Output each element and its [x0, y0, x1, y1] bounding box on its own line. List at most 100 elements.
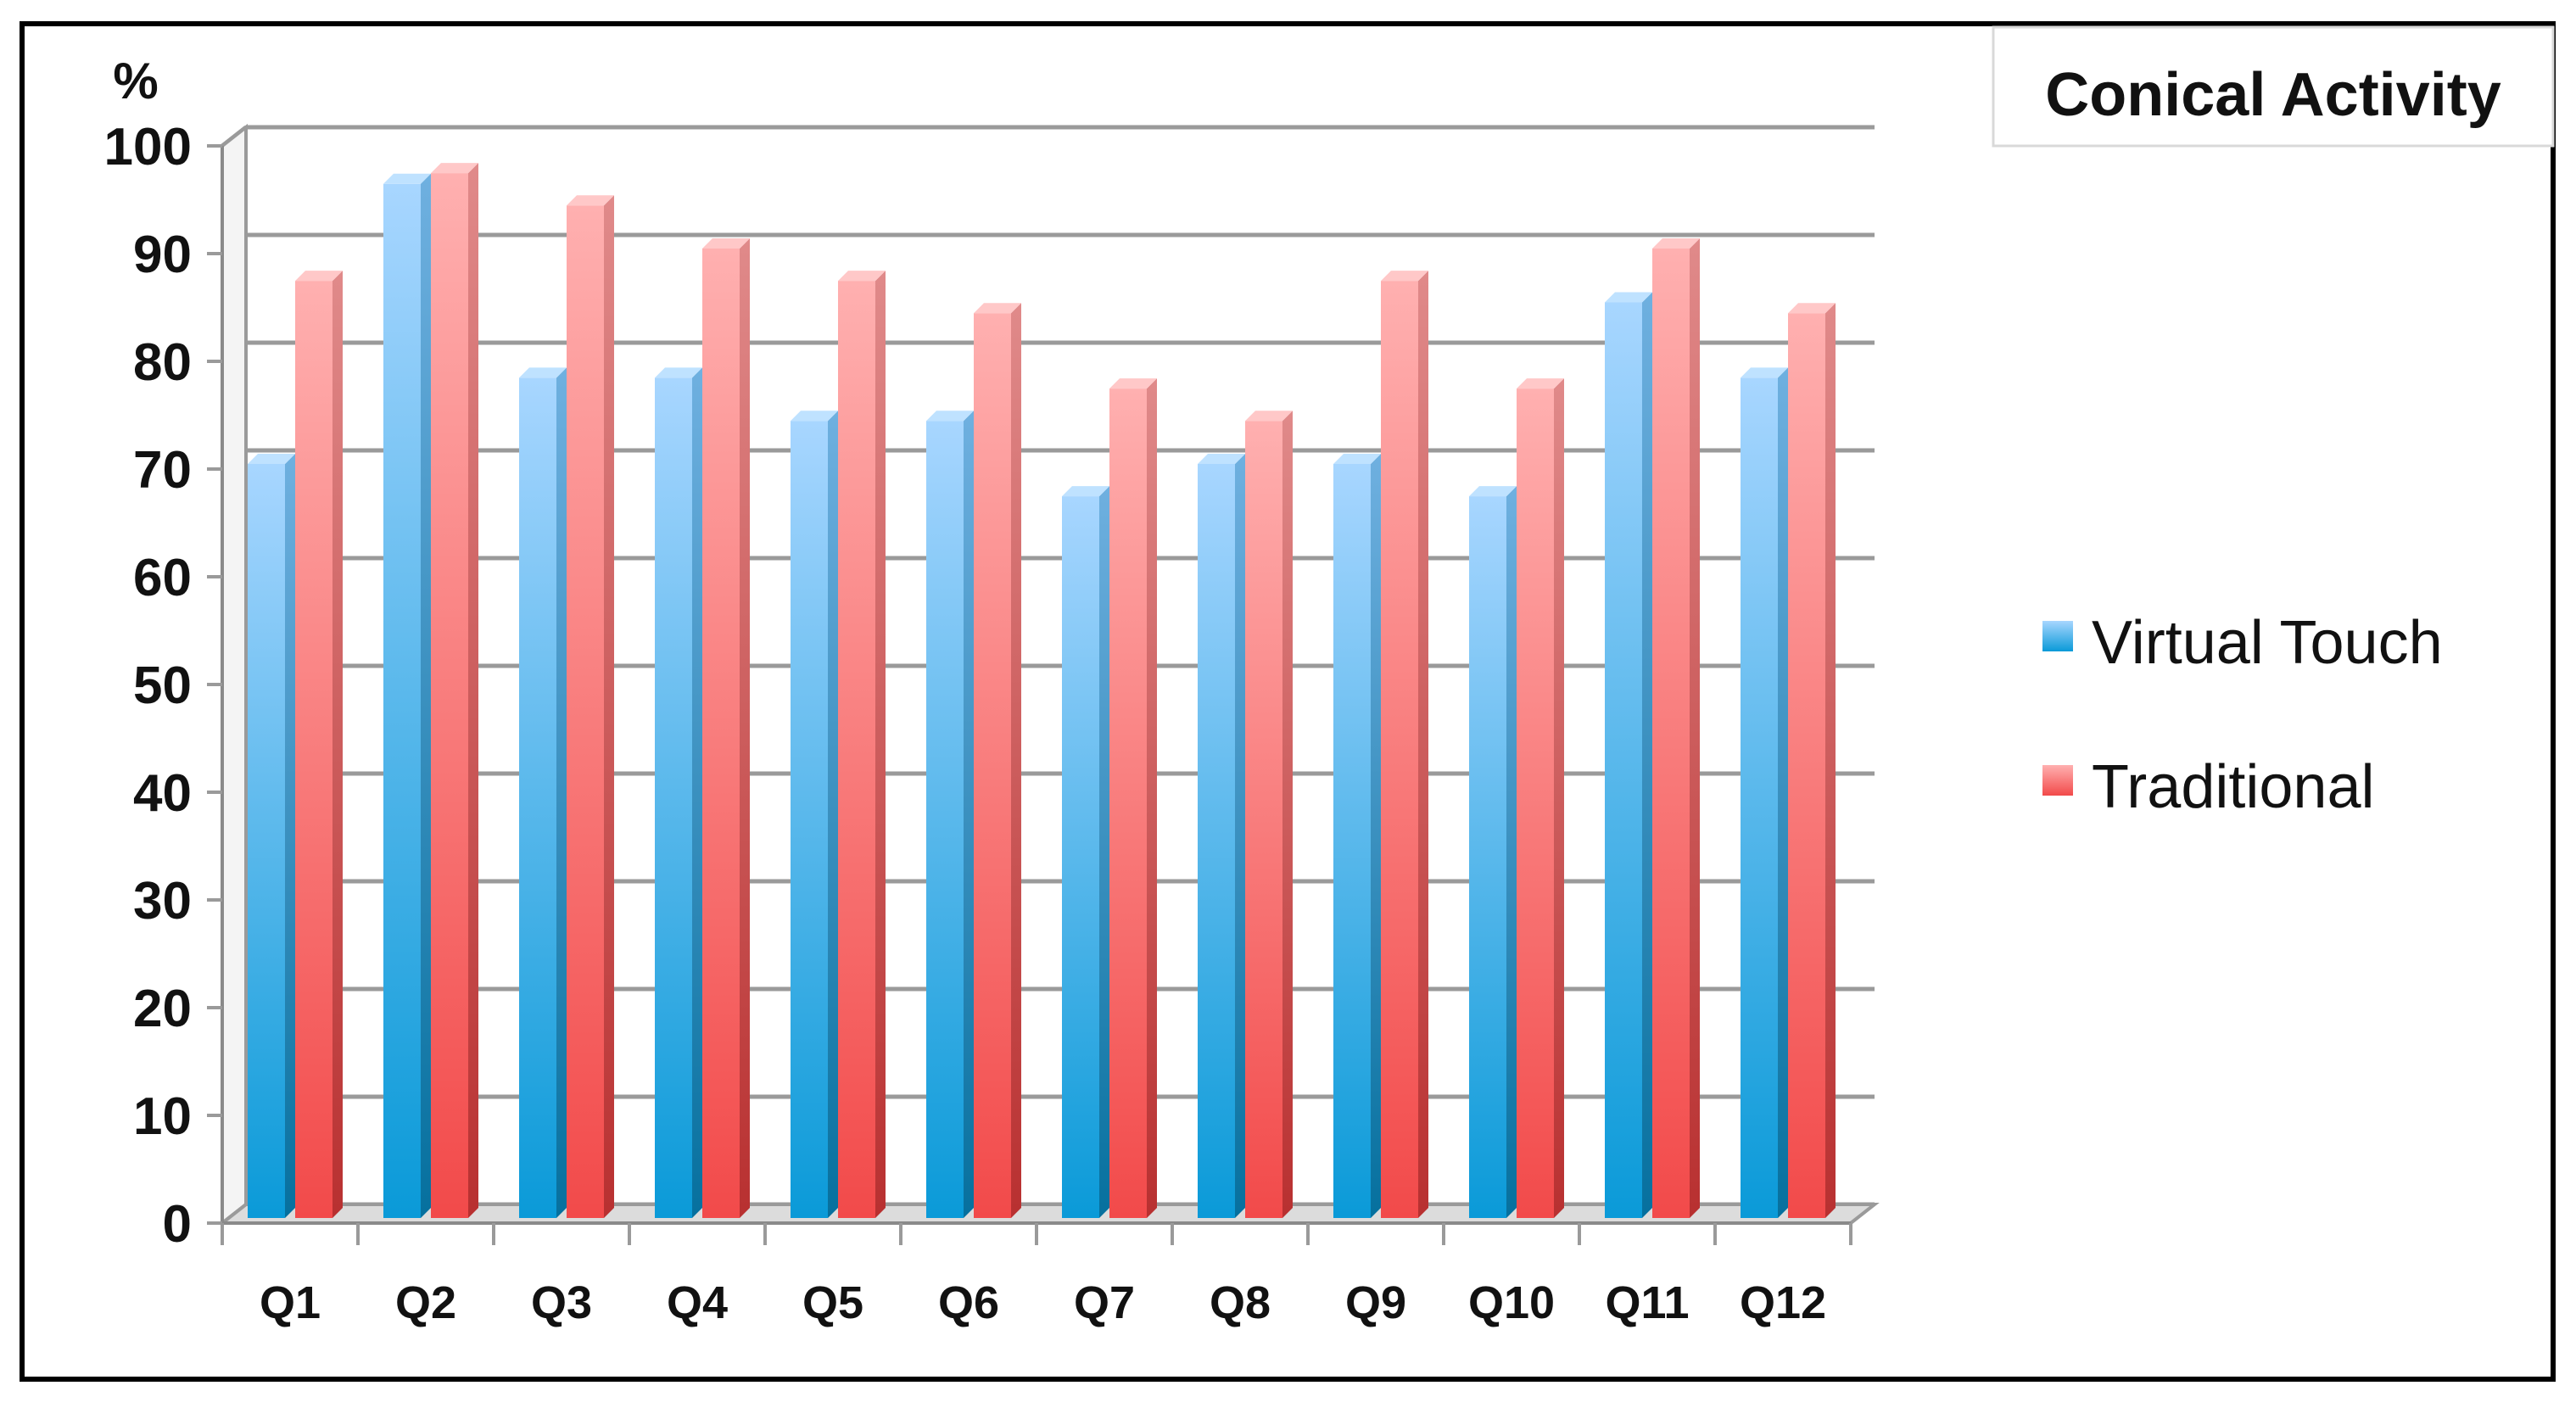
bar-side — [1418, 271, 1428, 1219]
bar-front — [1788, 313, 1825, 1219]
bar-side — [875, 271, 886, 1219]
bar-traditional-q1 — [295, 271, 343, 1219]
left-wall — [221, 123, 248, 1227]
bar-top — [431, 163, 478, 174]
bar-front — [1109, 388, 1147, 1219]
legend-item-traditional: Traditional — [2042, 753, 2375, 821]
bar-front — [1517, 388, 1554, 1219]
bar-top — [838, 271, 886, 282]
x-tick-label: Q3 — [531, 1277, 592, 1328]
bar-side — [604, 195, 614, 1219]
x-tick-label: Q10 — [1468, 1277, 1555, 1328]
legend-swatch-virtual-touch — [2042, 621, 2073, 651]
x-tick-label: Q7 — [1074, 1277, 1135, 1328]
bar-side — [1778, 367, 1788, 1218]
x-tick-label: Q8 — [1210, 1277, 1271, 1328]
bar-virtual-touch-q8 — [1198, 454, 1245, 1218]
bar-top — [1381, 271, 1428, 282]
bar-top — [702, 238, 750, 249]
x-tick-label: Q2 — [395, 1277, 456, 1328]
bar-top — [926, 411, 974, 422]
y-tick-label: 40 — [133, 764, 192, 823]
bar-top — [1605, 292, 1652, 303]
bar-virtual-touch-q6 — [926, 411, 974, 1218]
bar-top — [383, 173, 431, 184]
bar-front — [1469, 496, 1506, 1218]
x-axis-ticks: Q1 Q2 Q3 Q4 Q5 Q6 Q7 Q8 Q9 Q10 Q11 Q12 — [221, 1223, 1852, 1328]
bar-traditional-q2 — [431, 163, 478, 1219]
y-tick-label: 0 — [163, 1195, 192, 1254]
bar-side — [1235, 454, 1245, 1218]
y-tick-label: 60 — [133, 549, 192, 607]
x-tick-label: Q5 — [802, 1277, 863, 1328]
bar-front — [838, 281, 875, 1219]
bar-front — [567, 205, 604, 1219]
y-tick-label: 90 — [133, 226, 192, 284]
bar-front — [519, 377, 556, 1218]
bar-front — [431, 173, 468, 1219]
bar-side — [332, 271, 343, 1219]
bar-front — [974, 313, 1011, 1219]
legend: Virtual Touch Traditional — [2042, 609, 2443, 821]
bar-side — [1506, 486, 1517, 1218]
bar-top — [1109, 378, 1157, 389]
bar-virtual-touch-q11 — [1605, 292, 1652, 1218]
bar-virtual-touch-q2 — [383, 173, 431, 1218]
bar-front — [1198, 464, 1235, 1218]
bars — [248, 163, 1836, 1219]
bar-top — [1741, 367, 1788, 378]
bar-side — [1642, 292, 1652, 1218]
bar-side — [1099, 486, 1109, 1218]
bar-side — [692, 367, 702, 1218]
bar-front — [295, 281, 332, 1219]
y-axis-ticks: 0 10 20 30 40 50 60 70 80 90 100 — [104, 118, 222, 1254]
bar-traditional-q8 — [1245, 411, 1293, 1218]
bar-front — [1605, 302, 1642, 1218]
bar-side — [1147, 378, 1157, 1219]
bar-front — [1245, 421, 1282, 1218]
bar-traditional-q5 — [838, 271, 886, 1219]
bar-virtual-touch-q1 — [248, 454, 295, 1218]
bar-side — [1825, 303, 1836, 1219]
x-tick-label: Q9 — [1345, 1277, 1406, 1328]
bar-top — [1245, 411, 1293, 422]
bar-top — [295, 271, 343, 282]
x-tick-label: Q1 — [260, 1277, 321, 1328]
bar-side — [740, 238, 750, 1218]
bar-side — [1690, 238, 1700, 1218]
bar-top — [1469, 486, 1517, 497]
bar-top — [248, 454, 295, 464]
x-tick-label: Q12 — [1740, 1277, 1826, 1328]
bar-front — [926, 421, 964, 1218]
bar-top — [974, 303, 1021, 314]
y-tick-label: 30 — [133, 872, 192, 930]
bar-front — [1333, 464, 1371, 1218]
chart-title: Conical Activity — [2045, 61, 2501, 129]
bar-virtual-touch-q5 — [791, 411, 838, 1218]
bar-top — [1333, 454, 1381, 464]
bar-traditional-q4 — [702, 238, 750, 1218]
legend-label-virtual-touch: Virtual Touch — [2092, 609, 2443, 677]
y-tick-label: 80 — [133, 333, 192, 392]
bar-traditional-q10 — [1517, 378, 1564, 1219]
bar-side — [1011, 303, 1021, 1219]
bar-top — [1517, 378, 1564, 389]
bar-side — [1371, 454, 1381, 1218]
bar-traditional-q11 — [1652, 238, 1700, 1218]
bar-front — [702, 249, 740, 1218]
bar-side — [285, 454, 295, 1218]
bar-traditional-q3 — [567, 195, 614, 1219]
bar-top — [791, 411, 838, 422]
y-tick-label: 70 — [133, 441, 192, 500]
bar-side — [964, 411, 974, 1218]
bar-side — [1554, 378, 1564, 1219]
bar-side — [828, 411, 838, 1218]
bar-front — [383, 183, 421, 1218]
x-tick-label: Q4 — [667, 1277, 728, 1328]
y-tick-label: 20 — [133, 980, 192, 1038]
bar-side — [421, 173, 431, 1218]
bar-virtual-touch-q4 — [655, 367, 702, 1218]
chart-title-box: Conical Activity — [1992, 25, 2555, 148]
legend-item-virtual-touch: Virtual Touch — [2042, 609, 2443, 677]
